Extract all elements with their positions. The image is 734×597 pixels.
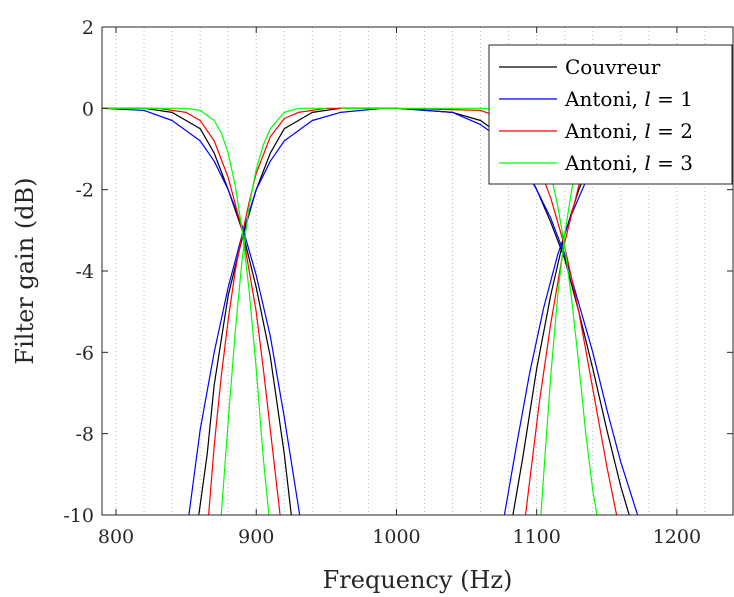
x-tick-label: 1100 [513, 526, 561, 548]
legend-label-text: Antoni, [564, 87, 644, 111]
legend-label-value: = 3 [651, 151, 693, 175]
y-tick-label: -6 [75, 342, 94, 364]
series-antoni_l1-curve-2 [188, 107, 383, 515]
x-tick-label: 1200 [653, 526, 701, 548]
legend-item-couvreur: Couvreur [499, 55, 661, 79]
y-tick-label: 2 [82, 17, 94, 39]
legend-label: Antoni, l = 1 [564, 87, 693, 111]
legend-box [488, 44, 733, 185]
y-tick-label: -4 [75, 261, 94, 283]
y-axis-title: Filter gain (dB) [11, 177, 39, 364]
x-tick-label: 900 [238, 526, 274, 548]
series-antoni_l3-curve-2 [220, 107, 327, 515]
y-tick-label: -8 [75, 424, 94, 446]
x-tick-label: 800 [98, 526, 134, 548]
x-axis-title: Frequency (Hz) [323, 566, 513, 594]
legend-item-antoni_l1: Antoni, l = 1 [499, 87, 693, 111]
legend-label: Antoni, l = 3 [564, 151, 693, 175]
legend-label-variable: l [644, 119, 650, 143]
legend-label-variable: l [644, 87, 650, 111]
series-antoni_l2-curve-2 [208, 107, 355, 515]
legend-label: Couvreur [565, 55, 661, 79]
legend-item-antoni_l3: Antoni, l = 3 [499, 151, 693, 175]
series-antoni_l1-curve-1 [102, 107, 301, 515]
series-antoni_l1-curve-3 [340, 107, 639, 515]
legend-label-text: Couvreur [565, 55, 661, 79]
legend-label-value: = 2 [651, 119, 693, 143]
series-antoni_l2-curve-1 [102, 107, 281, 515]
legend-label-text: Antoni, [564, 151, 644, 175]
axes: 800 900 1000 1100 1200 -10 -8 -6 -4 -2 0 2 [63, 17, 734, 548]
x-tick-label: 1000 [372, 526, 420, 548]
series-couvreur-curve-3 [340, 107, 630, 515]
legend-item-antoni_l2: Antoni, l = 2 [499, 119, 693, 143]
grid [115, 27, 734, 515]
legend-label-value: = 1 [651, 87, 693, 111]
legend-label-text: Antoni, [564, 119, 644, 143]
y-tick-label: 0 [82, 98, 94, 120]
y-tick-label: -2 [75, 180, 94, 202]
plot-area [102, 107, 733, 515]
y-tick-label: -10 [63, 505, 94, 527]
legend-label-variable: l [644, 151, 650, 175]
legend-label: Antoni, l = 2 [564, 119, 693, 143]
series-antoni_l3-curve-1 [102, 107, 270, 515]
